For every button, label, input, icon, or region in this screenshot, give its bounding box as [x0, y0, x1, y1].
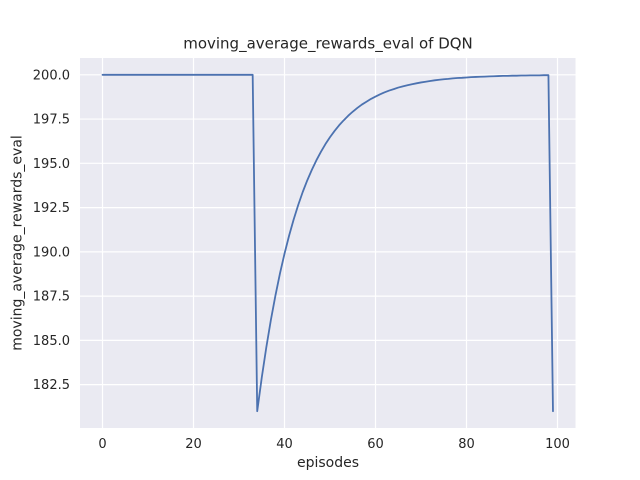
x-tick-label: 20 [185, 437, 202, 452]
x-axis-label: episodes [297, 455, 359, 471]
x-tick-label: 100 [545, 437, 570, 452]
x-tick-label: 40 [276, 437, 293, 452]
x-tick-labels: 0 20 40 60 80 100 [98, 437, 570, 452]
y-tick-label: 185.0 [33, 334, 70, 349]
chart-title: moving_average_rewards_eval of DQN [183, 35, 473, 54]
y-tick-label: 192.5 [33, 201, 70, 216]
y-tick-label: 182.5 [33, 378, 70, 393]
series-group [101, 73, 554, 413]
y-tick-labels: 200.0 197.5 195.0 192.5 190.0 187.5 185.0 182.5 [33, 68, 70, 393]
series-line-dqn [101, 73, 554, 413]
plot-area [80, 58, 576, 428]
y-tick-label: 195.0 [33, 157, 70, 172]
y-tick-label: 187.5 [33, 290, 70, 305]
y-tick-label: 197.5 [33, 113, 70, 128]
gridlines [80, 58, 576, 428]
x-tick-label: 60 [367, 437, 384, 452]
x-tick-label: 80 [458, 437, 475, 452]
y-tick-label: 200.0 [33, 68, 70, 83]
y-tick-label: 190.0 [33, 245, 70, 260]
x-tick-label: 0 [98, 437, 106, 452]
y-axis-label: moving_average_rewards_eval [10, 135, 26, 351]
